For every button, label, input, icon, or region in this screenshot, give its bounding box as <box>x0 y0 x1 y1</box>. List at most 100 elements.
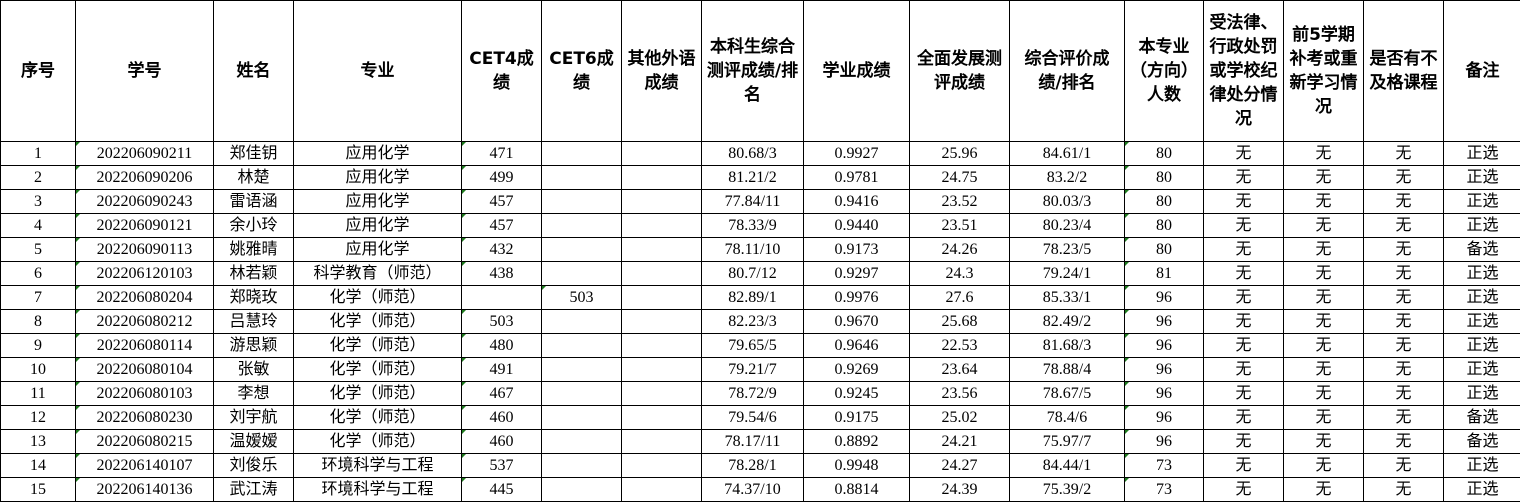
cell-index[interactable]: 3 <box>1 190 76 214</box>
cell-evaluation-score-rank[interactable]: 80.23/4 <box>1010 214 1125 238</box>
cell-student-id[interactable]: 202206090211 <box>76 142 214 166</box>
cell-other-language[interactable] <box>622 334 702 358</box>
cell-index[interactable]: 9 <box>1 334 76 358</box>
cell-makeup-exam[interactable]: 无 <box>1284 214 1364 238</box>
cell-student-id[interactable]: 202206080230 <box>76 406 214 430</box>
cell-name[interactable]: 温嫒嫒 <box>214 430 294 454</box>
cell-failed-course[interactable]: 无 <box>1364 358 1444 382</box>
cell-evaluation-score-rank[interactable]: 80.03/3 <box>1010 190 1125 214</box>
cell-development-score[interactable]: 24.75 <box>910 166 1010 190</box>
cell-comprehensive-score-rank[interactable]: 74.37/10 <box>702 478 804 502</box>
cell-major[interactable]: 应用化学 <box>294 142 462 166</box>
cell-comprehensive-score-rank[interactable]: 78.17/11 <box>702 430 804 454</box>
cell-name[interactable]: 武江涛 <box>214 478 294 502</box>
cell-cet6[interactable] <box>542 190 622 214</box>
cell-academic-score[interactable]: 0.8814 <box>804 478 910 502</box>
cell-cet4[interactable]: 460 <box>462 430 542 454</box>
cell-major-count[interactable]: 80 <box>1125 214 1204 238</box>
cell-other-language[interactable] <box>622 190 702 214</box>
cell-failed-course[interactable]: 无 <box>1364 430 1444 454</box>
cell-cet6[interactable] <box>542 454 622 478</box>
cell-name[interactable]: 刘宇航 <box>214 406 294 430</box>
cell-other-language[interactable] <box>622 382 702 406</box>
cell-cet6[interactable] <box>542 406 622 430</box>
cell-makeup-exam[interactable]: 无 <box>1284 334 1364 358</box>
cell-makeup-exam[interactable]: 无 <box>1284 358 1364 382</box>
cell-academic-score[interactable]: 0.9781 <box>804 166 910 190</box>
cell-major[interactable]: 应用化学 <box>294 214 462 238</box>
cell-major[interactable]: 化学（师范） <box>294 334 462 358</box>
cell-discipline[interactable]: 无 <box>1204 190 1284 214</box>
cell-other-language[interactable] <box>622 262 702 286</box>
cell-comprehensive-score-rank[interactable]: 80.7/12 <box>702 262 804 286</box>
cell-major-count[interactable]: 96 <box>1125 358 1204 382</box>
cell-development-score[interactable]: 24.39 <box>910 478 1010 502</box>
cell-cet4[interactable]: 457 <box>462 214 542 238</box>
cell-remark[interactable]: 备选 <box>1444 430 1520 454</box>
cell-cet4[interactable]: 445 <box>462 478 542 502</box>
cell-academic-score[interactable]: 0.9416 <box>804 190 910 214</box>
header-name[interactable]: 姓名 <box>214 1 294 142</box>
cell-cet4[interactable]: 460 <box>462 406 542 430</box>
cell-development-score[interactable]: 24.27 <box>910 454 1010 478</box>
header-makeup-exam[interactable]: 前5学期补考或重新学习情况 <box>1284 1 1364 142</box>
cell-other-language[interactable] <box>622 214 702 238</box>
cell-remark[interactable]: 正选 <box>1444 334 1520 358</box>
cell-major-count[interactable]: 96 <box>1125 430 1204 454</box>
cell-cet6[interactable] <box>542 142 622 166</box>
cell-evaluation-score-rank[interactable]: 82.49/2 <box>1010 310 1125 334</box>
cell-makeup-exam[interactable]: 无 <box>1284 454 1364 478</box>
cell-failed-course[interactable]: 无 <box>1364 190 1444 214</box>
cell-cet6[interactable]: 503 <box>542 286 622 310</box>
cell-remark[interactable]: 正选 <box>1444 262 1520 286</box>
header-discipline[interactable]: 受法律、行政处罚或学校纪律处分情况 <box>1204 1 1284 142</box>
cell-academic-score[interactable]: 0.9670 <box>804 310 910 334</box>
cell-comprehensive-score-rank[interactable]: 77.84/11 <box>702 190 804 214</box>
cell-major[interactable]: 化学（师范） <box>294 310 462 334</box>
cell-comprehensive-score-rank[interactable]: 79.54/6 <box>702 406 804 430</box>
cell-student-id[interactable]: 202206080204 <box>76 286 214 310</box>
cell-development-score[interactable]: 23.64 <box>910 358 1010 382</box>
cell-remark[interactable]: 正选 <box>1444 142 1520 166</box>
cell-other-language[interactable] <box>622 478 702 502</box>
cell-academic-score[interactable]: 0.9948 <box>804 454 910 478</box>
cell-discipline[interactable]: 无 <box>1204 142 1284 166</box>
header-major[interactable]: 专业 <box>294 1 462 142</box>
cell-other-language[interactable] <box>622 454 702 478</box>
cell-student-id[interactable]: 202206090113 <box>76 238 214 262</box>
cell-discipline[interactable]: 无 <box>1204 478 1284 502</box>
cell-remark[interactable]: 正选 <box>1444 454 1520 478</box>
cell-student-id[interactable]: 202206080103 <box>76 382 214 406</box>
cell-cet4[interactable]: 491 <box>462 358 542 382</box>
cell-index[interactable]: 10 <box>1 358 76 382</box>
cell-name[interactable]: 林若颖 <box>214 262 294 286</box>
cell-failed-course[interactable]: 无 <box>1364 334 1444 358</box>
cell-development-score[interactable]: 24.21 <box>910 430 1010 454</box>
header-comprehensive-score-rank[interactable]: 本科生综合测评成绩/排名 <box>702 1 804 142</box>
cell-index[interactable]: 15 <box>1 478 76 502</box>
cell-academic-score[interactable]: 0.9175 <box>804 406 910 430</box>
header-other-language[interactable]: 其他外语成绩 <box>622 1 702 142</box>
cell-student-id[interactable]: 202206090206 <box>76 166 214 190</box>
cell-major[interactable]: 应用化学 <box>294 166 462 190</box>
cell-student-id[interactable]: 202206090243 <box>76 190 214 214</box>
cell-major-count[interactable]: 96 <box>1125 334 1204 358</box>
cell-student-id[interactable]: 202206080104 <box>76 358 214 382</box>
cell-development-score[interactable]: 23.56 <box>910 382 1010 406</box>
cell-name[interactable]: 郑佳钥 <box>214 142 294 166</box>
cell-other-language[interactable] <box>622 238 702 262</box>
cell-discipline[interactable]: 无 <box>1204 334 1284 358</box>
header-cet6[interactable]: CET6成绩 <box>542 1 622 142</box>
cell-other-language[interactable] <box>622 166 702 190</box>
cell-cet4[interactable]: 457 <box>462 190 542 214</box>
cell-discipline[interactable]: 无 <box>1204 454 1284 478</box>
cell-evaluation-score-rank[interactable]: 75.97/7 <box>1010 430 1125 454</box>
cell-development-score[interactable]: 24.3 <box>910 262 1010 286</box>
cell-name[interactable]: 林楚 <box>214 166 294 190</box>
cell-remark[interactable]: 正选 <box>1444 478 1520 502</box>
cell-cet4[interactable]: 537 <box>462 454 542 478</box>
cell-makeup-exam[interactable]: 无 <box>1284 310 1364 334</box>
cell-major-count[interactable]: 96 <box>1125 310 1204 334</box>
cell-major-count[interactable]: 80 <box>1125 190 1204 214</box>
cell-academic-score[interactable]: 0.9269 <box>804 358 910 382</box>
